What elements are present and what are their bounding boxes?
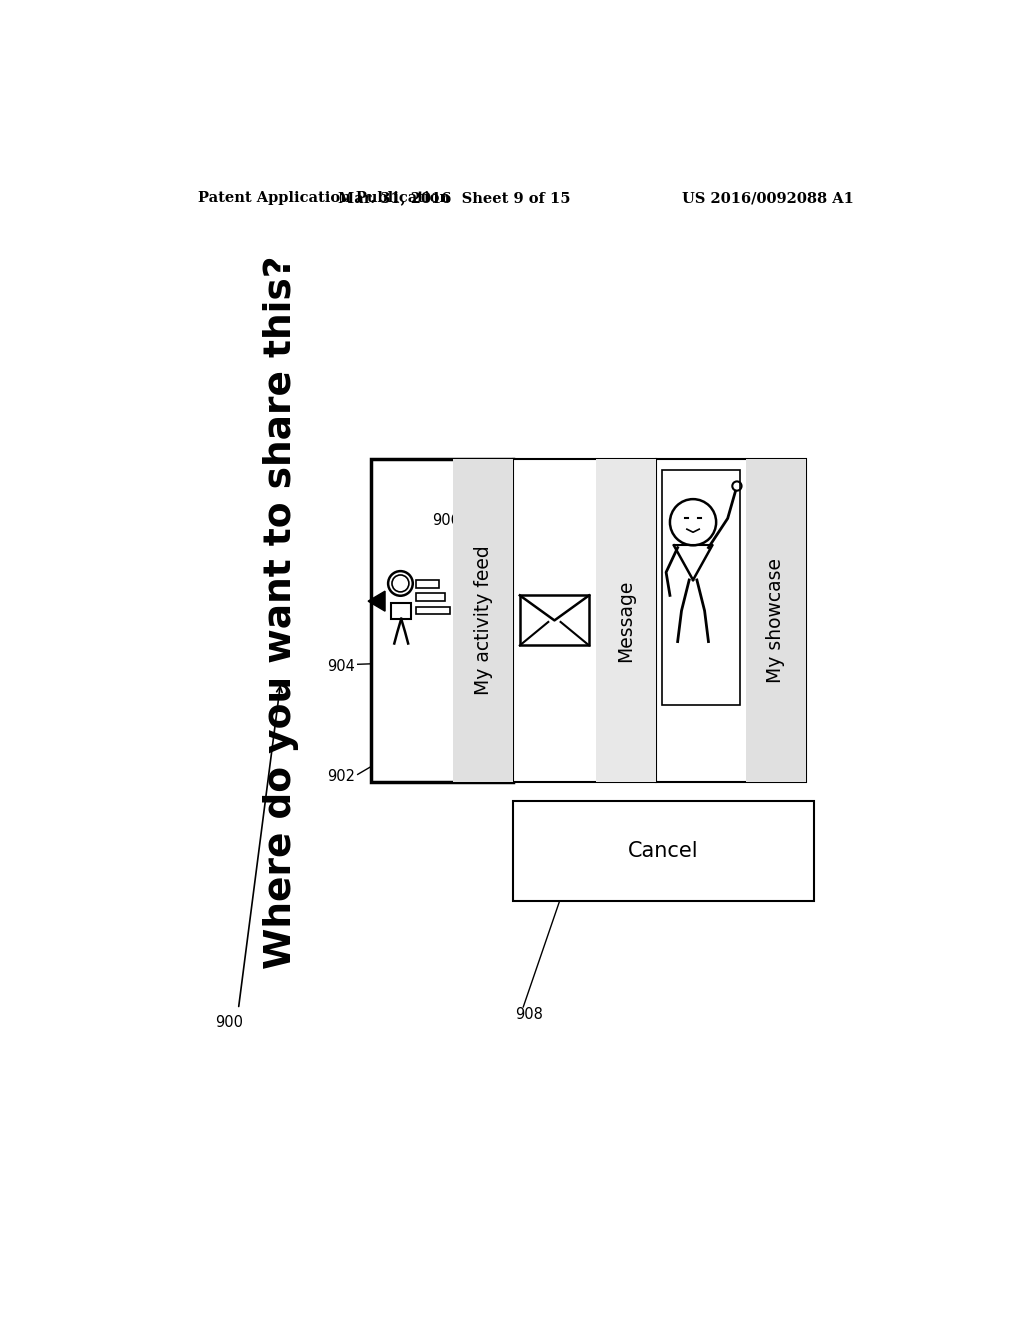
Bar [371, 459, 513, 781]
Text: Where do you want to share this?: Where do you want to share this? [263, 256, 299, 969]
Text: Cancel: Cancel [628, 841, 698, 862]
Bar [513, 459, 655, 781]
Bar [662, 470, 739, 705]
Text: Mar. 31, 2016  Sheet 9 of 15: Mar. 31, 2016 Sheet 9 of 15 [338, 191, 570, 206]
Text: Message: Message [616, 579, 635, 661]
Text: FIG. 9: FIG. 9 [690, 866, 772, 891]
Bar [454, 459, 513, 781]
Polygon shape [368, 591, 385, 611]
Text: Patent Application Publication: Patent Application Publication [199, 191, 451, 206]
Bar [513, 801, 813, 902]
Bar [391, 603, 412, 619]
Text: My activity feed: My activity feed [474, 545, 493, 696]
Bar [655, 459, 806, 781]
Text: 908: 908 [515, 1007, 544, 1022]
Text: 904: 904 [328, 659, 355, 675]
Text: 902: 902 [328, 770, 355, 784]
Text: 900: 900 [215, 1015, 244, 1030]
Bar [596, 459, 655, 781]
Text: US 2016/0092088 A1: US 2016/0092088 A1 [682, 191, 854, 206]
Text: 906: 906 [432, 512, 460, 528]
Bar [416, 594, 445, 601]
Bar [520, 595, 589, 645]
Text: My showcase: My showcase [766, 558, 785, 682]
Bar [745, 459, 806, 781]
Bar [416, 581, 439, 589]
Bar [416, 607, 451, 614]
